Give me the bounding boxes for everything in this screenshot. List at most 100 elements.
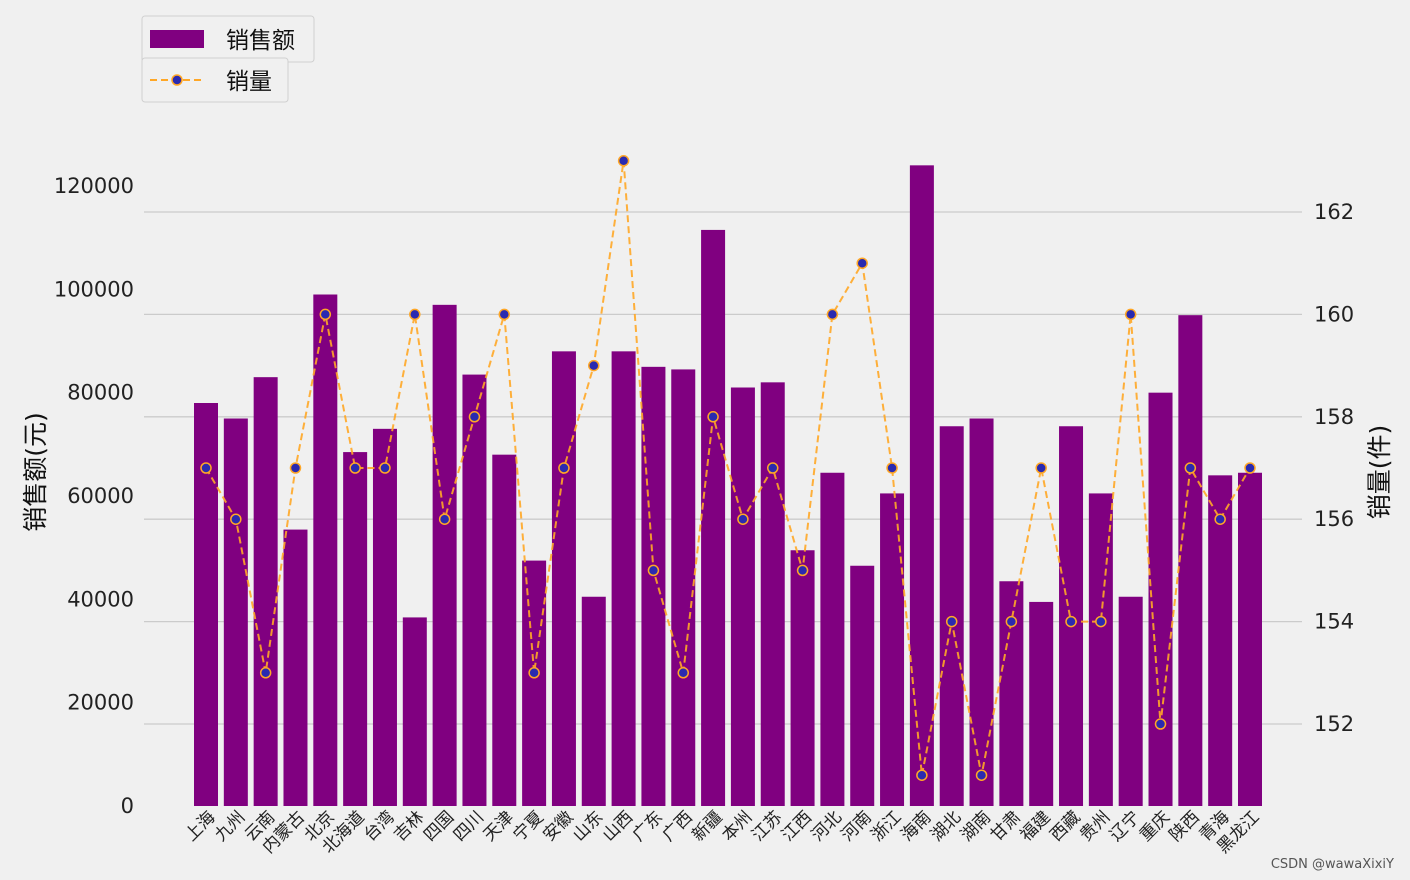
bar — [492, 454, 517, 806]
bar — [611, 351, 636, 806]
category-label: 江西 — [778, 807, 816, 845]
line-marker — [1065, 615, 1077, 628]
line-marker — [856, 257, 868, 269]
bar-series — [194, 165, 1262, 807]
line-marker — [707, 411, 719, 423]
bar — [790, 550, 815, 806]
line-marker — [319, 308, 332, 321]
line-marker — [349, 462, 361, 474]
category-label: 重庆 — [1136, 807, 1174, 845]
line-marker — [647, 564, 660, 577]
right-tick-label: 162 — [1314, 200, 1354, 224]
line-marker — [826, 308, 839, 321]
left-tick-label: 80000 — [67, 381, 134, 405]
bar — [223, 418, 248, 806]
category-label: 上海 — [181, 807, 219, 845]
category-label: 山西 — [599, 807, 637, 845]
line-marker — [886, 462, 898, 474]
category-label: 河北 — [808, 807, 846, 845]
bar — [313, 294, 338, 806]
bar — [551, 351, 576, 806]
category-label: 天津 — [480, 807, 518, 845]
line-marker — [259, 667, 272, 679]
category-label: 河南 — [838, 807, 876, 845]
legend-marker-icon — [171, 74, 183, 86]
bar — [343, 452, 368, 806]
line-marker — [1095, 615, 1107, 628]
line-marker — [200, 462, 212, 474]
bar — [820, 472, 845, 806]
bar — [701, 229, 726, 806]
bar — [1238, 472, 1262, 806]
bar — [462, 374, 487, 806]
left-axis-title: 销售额(元) — [21, 412, 50, 532]
line-marker — [528, 667, 540, 679]
line-marker — [975, 769, 988, 781]
left-tick-label: 120000 — [54, 174, 134, 198]
bar — [1208, 475, 1233, 806]
right-tick-label: 154 — [1314, 610, 1354, 634]
category-label: 四川 — [450, 807, 488, 845]
bar — [880, 493, 905, 806]
bar — [999, 581, 1024, 806]
category-label: 广东 — [629, 807, 667, 845]
right-tick-label: 152 — [1314, 712, 1354, 736]
bar — [909, 165, 934, 807]
line-marker — [498, 308, 511, 321]
bar — [730, 387, 755, 806]
left-axis-ticks: 0 20000 40000 60000 80000 100000 120000 — [54, 174, 134, 818]
category-label: 本州 — [718, 807, 756, 845]
category-label: 浙江 — [867, 807, 905, 845]
line-marker — [1005, 615, 1018, 628]
line-marker — [379, 462, 391, 474]
right-tick-label: 156 — [1314, 507, 1354, 531]
bar — [969, 418, 994, 806]
line-series — [200, 155, 1256, 781]
line-marker — [1124, 308, 1137, 321]
category-label: 台湾 — [360, 807, 398, 845]
category-label: 新疆 — [688, 807, 726, 845]
left-tick-label: 40000 — [67, 587, 134, 611]
category-labels: 上海九州云南内蒙古北京北海道台湾吉林四国四川天津宁夏安徽山东山西广东广西新疆本州… — [181, 807, 1263, 857]
left-tick-label: 60000 — [67, 484, 134, 508]
line-marker — [796, 564, 809, 577]
line-marker — [1035, 462, 1047, 474]
bar — [283, 529, 308, 806]
line-marker — [766, 462, 779, 474]
line-marker — [1184, 462, 1197, 474]
bar — [1088, 493, 1113, 806]
line-marker — [677, 667, 690, 679]
right-axis-title: 销量(件) — [1365, 425, 1394, 520]
category-label: 辽宁 — [1106, 807, 1144, 845]
bar — [402, 617, 427, 806]
line-marker — [1214, 513, 1226, 525]
category-label: 四国 — [420, 807, 458, 845]
bar — [850, 565, 875, 806]
category-label: 贵州 — [1076, 807, 1114, 845]
line-marker — [617, 155, 630, 167]
category-label: 甘肃 — [987, 807, 1025, 845]
category-label: 吉林 — [390, 807, 428, 845]
line-marker — [230, 513, 242, 525]
category-label: 海南 — [897, 807, 935, 845]
right-tick-label: 160 — [1314, 302, 1354, 326]
bar — [760, 382, 785, 806]
category-label: 西藏 — [1046, 807, 1084, 845]
line-marker — [438, 513, 451, 525]
legend-bar-swatch — [150, 30, 204, 48]
category-label: 宁夏 — [509, 807, 547, 845]
line-marker — [289, 462, 302, 474]
bar — [1029, 601, 1054, 806]
bar — [432, 304, 457, 806]
category-label: 江苏 — [748, 807, 786, 845]
legend-label-bar: 销售额 — [226, 28, 295, 54]
bar — [1178, 315, 1203, 806]
bar — [253, 377, 278, 806]
bar — [581, 596, 606, 806]
category-label: 陕西 — [1166, 807, 1204, 845]
left-tick-label: 0 — [121, 794, 134, 818]
bar — [1148, 392, 1173, 806]
line-marker — [737, 513, 749, 525]
category-label: 安徽 — [539, 807, 577, 845]
line-marker — [588, 359, 600, 372]
